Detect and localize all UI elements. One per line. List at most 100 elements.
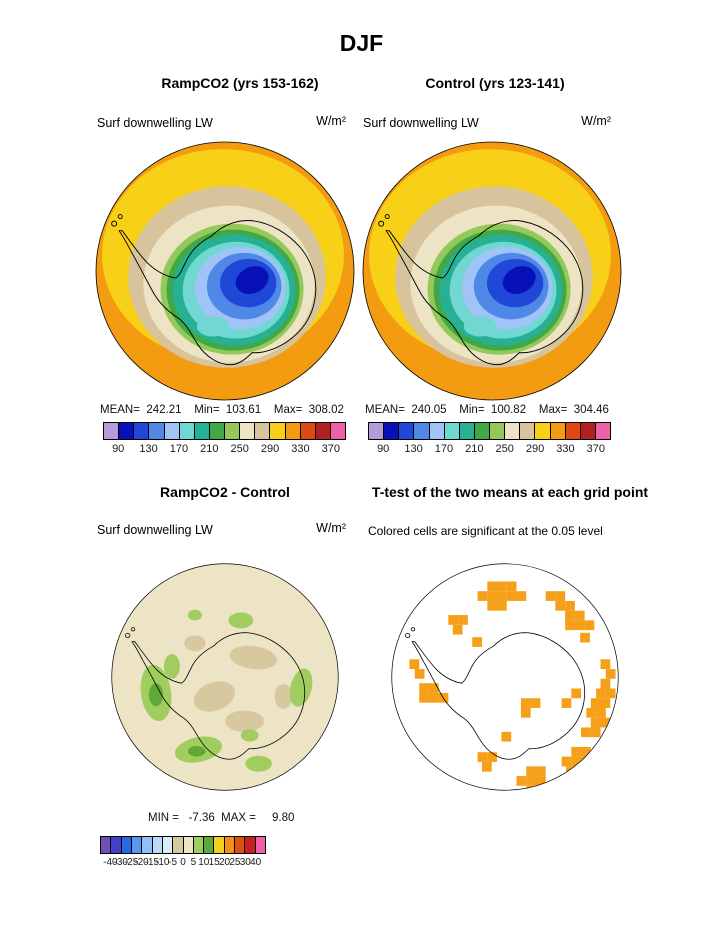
significant-cell: [535, 776, 546, 786]
diff-negative-patch: [229, 645, 278, 670]
colorbar-tick-label: 90: [377, 443, 390, 455]
colorbar-cell: [299, 423, 315, 439]
significant-cell: [477, 591, 488, 601]
diff-negative-patch: [225, 710, 264, 732]
colorbar-tick-label: 130: [404, 443, 423, 455]
colorbar-cell: [161, 837, 173, 853]
colorbar-tick-label: 130: [139, 443, 158, 455]
colorbar-tick-label: 5: [190, 857, 197, 868]
diff-strong-positive-patch: [148, 683, 164, 707]
colorbar-cell: [329, 423, 345, 439]
colorbar-cell: [172, 837, 183, 853]
significant-cell: [590, 698, 601, 708]
significant-cell: [561, 698, 572, 708]
significant-cell: [600, 659, 611, 670]
colorbar-cell: [118, 423, 134, 439]
colorbar-tick-label: 210: [465, 443, 484, 455]
units-label-rampco2: W/m²: [316, 114, 346, 128]
panel-title-control: Control (yrs 123-141): [425, 75, 565, 91]
significant-cell: [526, 776, 536, 786]
significant-cell: [581, 727, 591, 738]
significant-cell: [600, 678, 611, 689]
colorbar-tick-label: 10: [198, 857, 210, 868]
colorbar-difference: -40 -30 -25 -20 -15 -10 -5 0 5 10 15 20 25 30 40: [100, 836, 266, 871]
significant-cell: [419, 683, 429, 693]
significant-cell: [574, 620, 585, 631]
colorbar-cells: [100, 836, 266, 854]
colorbar-tick-label: 90: [112, 443, 125, 455]
figure-title: DJF: [339, 30, 384, 56]
stats-difference: MIN = -7.36 MAX = 9.80: [148, 812, 295, 824]
significant-cell: [487, 600, 498, 611]
colorbar-cell: [398, 423, 414, 439]
colorbar-tick-label: -40: [103, 857, 118, 868]
significant-cell: [501, 731, 512, 742]
panel-title-difference: RampCO2 - Control: [160, 484, 290, 500]
significant-cell: [600, 717, 611, 728]
colorbar-cell: [549, 423, 565, 439]
significant-cell: [584, 620, 595, 631]
colorbar-tick-label: 40: [250, 857, 262, 868]
significant-cell: [590, 727, 601, 738]
significant-cell: [497, 581, 507, 592]
significant-cell: [472, 637, 482, 647]
diff-strong-positive-patch: [187, 746, 206, 757]
stats-rampco2: MEAN= 242.21 Min= 103.61 Max= 308.02: [100, 404, 344, 416]
significant-cell: [516, 776, 527, 786]
significant-cell: [571, 746, 582, 757]
significant-cell: [409, 659, 420, 670]
significant-cell: [574, 610, 585, 621]
significant-cell: [530, 698, 541, 708]
significant-cell: [555, 591, 566, 601]
colorbar-tick-label: 330: [291, 443, 310, 455]
colorbar-tick-label: -20: [134, 857, 149, 868]
colorbar-cell: [208, 423, 224, 439]
colorbar-cell: [269, 423, 285, 439]
colorbar-tick-label: 0: [180, 857, 186, 868]
significant-cell: [487, 581, 498, 592]
colorbar-cell: [594, 423, 610, 439]
significant-cell: [605, 669, 616, 679]
colorbar-cell: [239, 423, 255, 439]
colorbar-cell: [519, 423, 535, 439]
colorbar-cells: [103, 422, 346, 440]
colorbar-tick-label: 290: [525, 443, 545, 455]
colorbar-tick-label: -30: [113, 857, 128, 868]
colorbar-tick-label: -5: [168, 857, 178, 868]
significant-cell: [581, 746, 591, 757]
significant-cell: [535, 766, 546, 777]
significant-cell: [580, 632, 590, 643]
colorbar-cell: [101, 837, 111, 853]
colorbar-cell: [120, 837, 131, 853]
significant-cell: [452, 624, 463, 635]
colorbar-cell: [413, 423, 429, 439]
colorbar-tick-label: 250: [495, 443, 514, 455]
colorbar-cell: [369, 423, 384, 439]
diff-positive-patch: [228, 612, 254, 629]
colorbar-tick-label: 30: [239, 857, 251, 868]
colorbar-tick-label: 250: [230, 443, 249, 455]
significant-cell: [428, 683, 439, 693]
significant-cell: [419, 692, 429, 703]
colorbar-cell: [224, 423, 240, 439]
colorbar-cell: [579, 423, 595, 439]
panel-title-ttest: T-test of the two means at each grid poi…: [371, 484, 649, 500]
significant-cell: [428, 692, 439, 703]
map-boundary-circle: [362, 141, 622, 401]
colorbar-tick-label: 290: [260, 443, 280, 455]
colorbar-cell: [141, 837, 152, 853]
colorbar-cell: [443, 423, 459, 439]
colorbar-cell: [234, 837, 245, 853]
variable-label-difference: Surf downwelling LW: [97, 523, 213, 537]
significant-cell: [520, 707, 531, 718]
significant-cell: [477, 752, 488, 762]
colorbar-cell: [284, 423, 300, 439]
colorbar-cell: [104, 423, 119, 439]
significant-cell: [571, 756, 582, 767]
significant-cell: [575, 766, 586, 777]
diff-negative-patch: [274, 684, 293, 709]
significant-cell: [600, 698, 611, 708]
colorbar-tick-label: 210: [200, 443, 219, 455]
colorbar-tick-label: 370: [321, 443, 340, 455]
colorbar-cell: [428, 423, 444, 439]
